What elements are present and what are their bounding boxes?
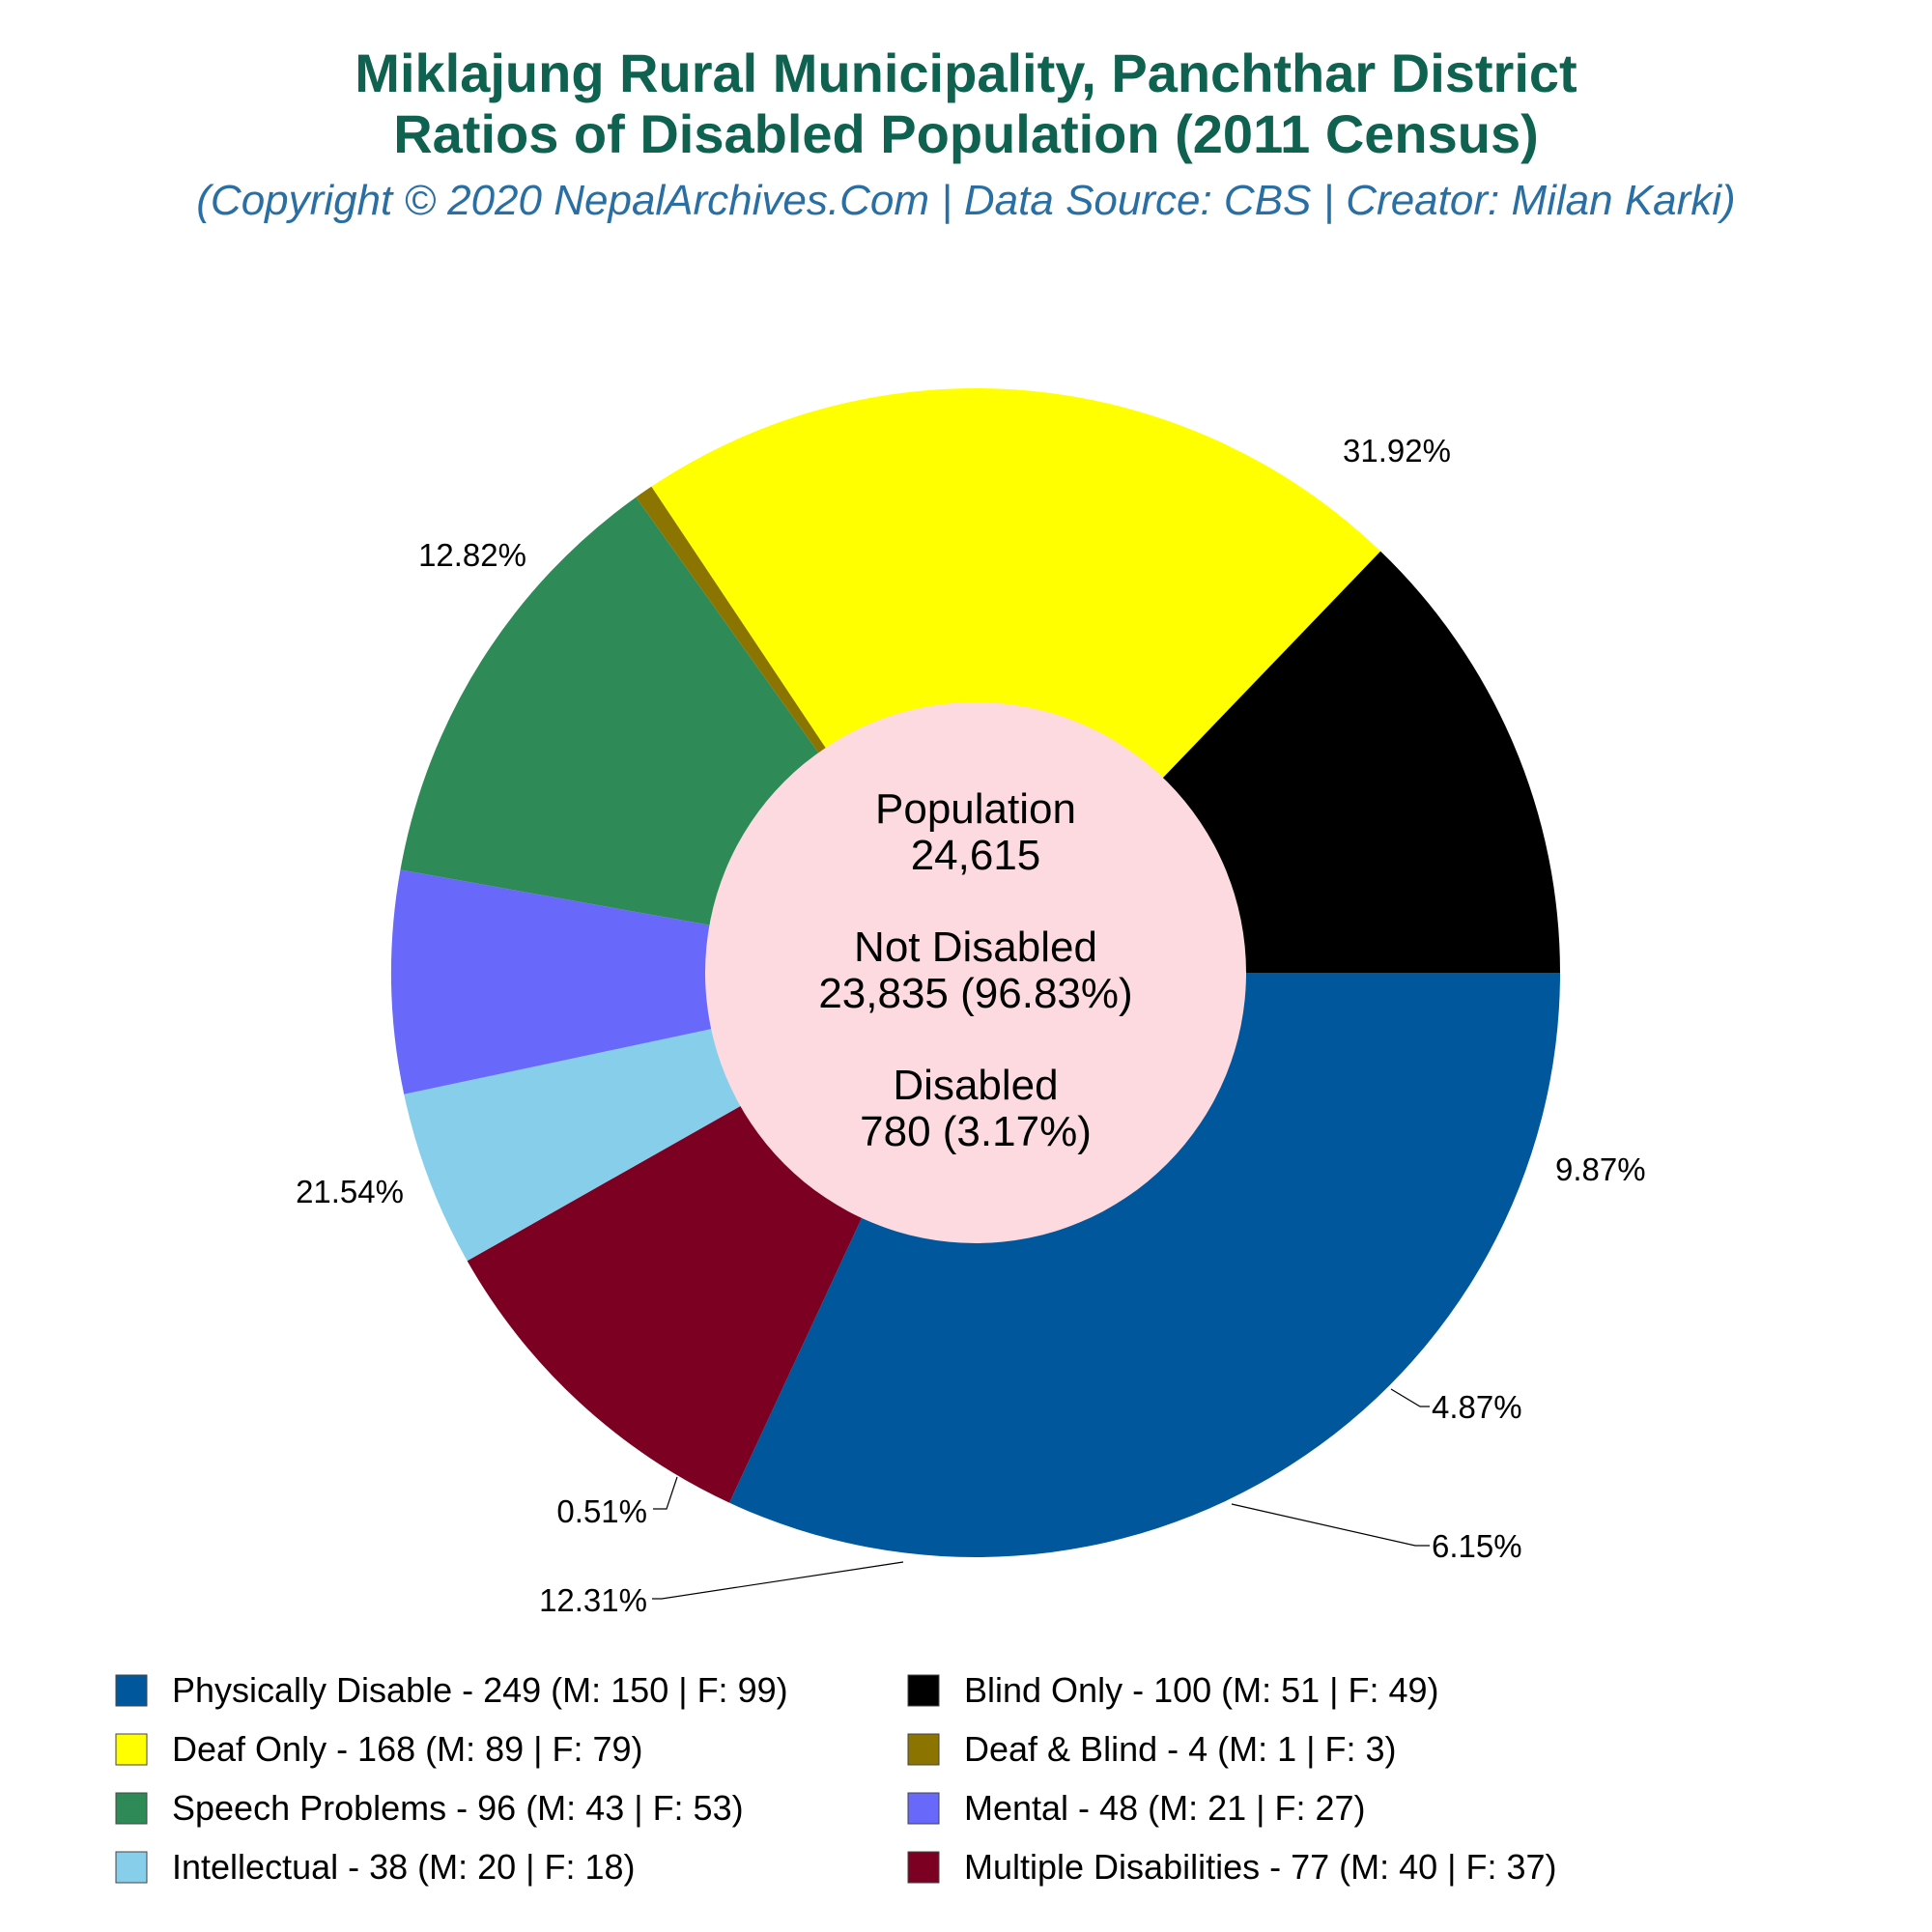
leader-line [652,1561,904,1600]
leader-line [653,1476,678,1510]
center-population-label: Population [875,785,1076,833]
legend-entry: Multiple Disabilities - 77 (M: 40 | F: 3… [964,1847,1557,1887]
center-population-value: 24,615 [911,832,1041,879]
legend-swatch [907,1733,940,1766]
legend-entry: Deaf Only - 168 (M: 89 | F: 79) [172,1729,643,1769]
slice-percent-label: 31.92% [1343,433,1451,469]
chart-subtitle: (Copyright © 2020 NepalArchives.Com | Da… [196,177,1735,224]
center-not-disabled-label: Not Disabled [854,923,1097,971]
center-not-disabled-value: 23,835 (96.83%) [818,970,1132,1017]
leader-line [1390,1388,1430,1407]
slice-percent-label: 12.82% [418,537,526,573]
pie-slice [391,869,976,1094]
slice-percent-label: 12.31% [539,1582,647,1618]
percent-labels: 31.92% 9.87% 4.87% 6.15% 12.31% 0.51% 21.54% 12… [296,433,1646,1618]
legend: Physically Disable - 249 (M: 150 | F: 99… [115,1670,1557,1887]
legend-entry: Blind Only - 100 (M: 51 | F: 49) [964,1670,1439,1710]
legend-swatch [907,1674,940,1707]
legend-entry: Intellectual - 38 (M: 20 | F: 18) [172,1847,636,1887]
pie-slice [651,387,1381,974]
center-disabled-value: 780 (3.17%) [860,1108,1092,1155]
legend-swatch [115,1674,148,1707]
legend-entry: Mental - 48 (M: 21 | F: 27) [964,1788,1366,1828]
slice-percent-label: 6.15% [1432,1528,1522,1564]
legend-swatch [115,1851,148,1884]
slice-percent-label: 4.87% [1432,1389,1522,1425]
leader-lines [652,1388,1430,1600]
chart-title-line2: Ratios of Disabled Population (2011 Cens… [393,103,1539,164]
legend-entry: Deaf & Blind - 4 (M: 1 | F: 3) [964,1729,1397,1769]
legend-swatch [115,1792,148,1825]
leader-line [1231,1503,1430,1547]
legend-swatch [907,1851,940,1884]
center-hole [705,702,1246,1243]
center-disabled-label: Disabled [893,1062,1058,1109]
legend-swatch [115,1733,148,1766]
chart-title-line1: Miklajung Rural Municipality, Panchthar … [355,43,1577,103]
legend-swatch [907,1792,940,1825]
slice-percent-label: 21.54% [296,1174,404,1209]
legend-entry: Physically Disable - 249 (M: 150 | F: 99… [172,1670,788,1710]
legend-entry: Speech Problems - 96 (M: 43 | F: 53) [172,1788,744,1828]
slice-percent-label: 9.87% [1555,1151,1646,1187]
slice-percent-label: 0.51% [556,1493,647,1529]
